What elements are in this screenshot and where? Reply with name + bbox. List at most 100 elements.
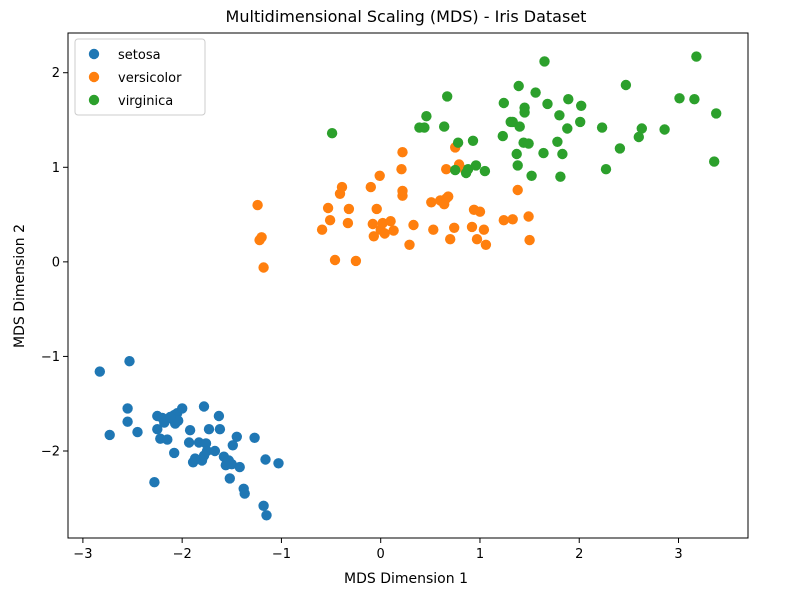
- data-point-setosa: [261, 510, 272, 521]
- series-versicolor: [252, 142, 535, 273]
- y-tick-label: 0: [52, 255, 60, 270]
- y-tick-label: 2: [52, 66, 60, 81]
- data-point-versicolor: [385, 216, 396, 227]
- legend-label-versicolor: versicolor: [118, 71, 182, 86]
- data-point-virginica: [552, 136, 563, 147]
- data-point-virginica: [575, 116, 586, 128]
- data-point-versicolor: [322, 202, 334, 214]
- data-point-setosa: [258, 500, 269, 511]
- data-point-virginica: [689, 94, 700, 105]
- data-point-virginica: [470, 160, 482, 171]
- data-point-setosa: [183, 437, 195, 448]
- x-axis-label: MDS Dimension 1: [344, 571, 468, 587]
- data-point-virginica: [633, 131, 644, 143]
- y-tick-label: −2: [41, 444, 60, 459]
- data-point-setosa: [165, 411, 176, 423]
- data-point-virginica: [511, 148, 522, 160]
- data-point-setosa: [224, 473, 235, 484]
- x-tick-label: 2: [575, 547, 583, 562]
- chart-title: Multidimensional Scaling (MDS) - Iris Da…: [226, 7, 587, 26]
- x-tick-label: −2: [173, 547, 192, 562]
- data-point-setosa: [122, 416, 133, 427]
- data-point-virginica: [442, 91, 453, 102]
- data-point-versicolor: [396, 164, 407, 175]
- data-point-setosa: [203, 424, 215, 435]
- data-point-virginica: [596, 122, 608, 133]
- data-point-setosa: [122, 403, 133, 414]
- data-point-versicolor: [524, 234, 535, 246]
- data-point-versicolor: [474, 206, 486, 217]
- legend-marker-virginica: [88, 94, 100, 106]
- data-point-virginica: [513, 80, 524, 92]
- legend-label-setosa: setosa: [118, 48, 161, 63]
- data-point-versicolor: [374, 170, 385, 181]
- data-point-setosa: [200, 438, 212, 449]
- x-tick-label: 3: [674, 547, 682, 562]
- data-point-setosa: [234, 461, 245, 473]
- data-point-setosa: [177, 403, 188, 414]
- data-point-virginica: [542, 98, 553, 110]
- data-point-virginica: [563, 94, 574, 105]
- data-point-setosa: [198, 401, 210, 412]
- data-point-versicolor: [371, 203, 382, 215]
- data-point-setosa: [201, 445, 213, 457]
- data-point-versicolor: [367, 218, 378, 230]
- series-virginica: [326, 51, 722, 182]
- data-point-versicolor: [507, 214, 518, 225]
- data-point-versicolor: [368, 231, 379, 242]
- data-point-virginica: [538, 147, 549, 159]
- y-tick-label: −1: [41, 350, 60, 365]
- legend-label-virginica: virginica: [118, 94, 173, 109]
- data-point-versicolor: [443, 191, 454, 202]
- data-point-setosa: [132, 426, 143, 438]
- data-point-versicolor: [426, 197, 437, 208]
- data-point-versicolor: [258, 262, 269, 273]
- data-point-virginica: [519, 107, 530, 118]
- data-point-virginica: [523, 138, 534, 149]
- data-point-virginica: [562, 123, 573, 134]
- x-tick-label: 1: [476, 547, 484, 562]
- data-point-versicolor: [512, 184, 523, 196]
- x-tick-label: 0: [377, 547, 385, 562]
- data-point-setosa: [104, 429, 115, 441]
- data-point-virginica: [514, 121, 525, 132]
- data-point-versicolor: [329, 254, 341, 266]
- data-point-setosa: [249, 432, 260, 443]
- data-point-virginica: [557, 148, 568, 160]
- data-point-versicolor: [365, 181, 376, 193]
- data-point-virginica: [462, 164, 474, 175]
- axes: −3 −2 −1 0 1 2 3 −2 −1 0 1 2: [41, 32, 749, 562]
- data-point-setosa: [209, 445, 221, 457]
- data-point-versicolor: [471, 234, 483, 245]
- data-point-versicolor: [498, 215, 509, 226]
- data-point-versicolor: [408, 219, 419, 231]
- data-point-versicolor: [324, 215, 336, 226]
- data-point-setosa: [94, 366, 106, 377]
- data-point-virginica: [498, 97, 509, 109]
- data-point-versicolor: [523, 211, 534, 222]
- data-point-virginica: [636, 123, 647, 134]
- data-point-virginica: [526, 170, 537, 181]
- data-point-setosa: [173, 415, 184, 426]
- plot-area: [94, 51, 722, 521]
- axes-frame: [67, 32, 749, 539]
- data-point-virginica: [711, 108, 722, 119]
- legend-marker-setosa: [88, 48, 100, 60]
- data-point-virginica: [576, 100, 587, 112]
- data-point-versicolor: [466, 221, 478, 233]
- data-point-virginica: [479, 165, 491, 177]
- data-point-virginica: [421, 111, 432, 122]
- data-point-setosa: [226, 459, 237, 470]
- data-point-setosa: [260, 454, 271, 465]
- data-point-setosa: [213, 410, 225, 422]
- data-point-setosa: [273, 458, 284, 469]
- data-point-versicolor: [336, 181, 348, 193]
- data-point-virginica: [614, 143, 626, 154]
- data-point-virginica: [326, 128, 338, 139]
- data-point-virginica: [539, 56, 550, 67]
- data-point-versicolor: [316, 224, 328, 235]
- data-point-virginica: [467, 135, 479, 146]
- data-point-versicolor: [256, 232, 267, 243]
